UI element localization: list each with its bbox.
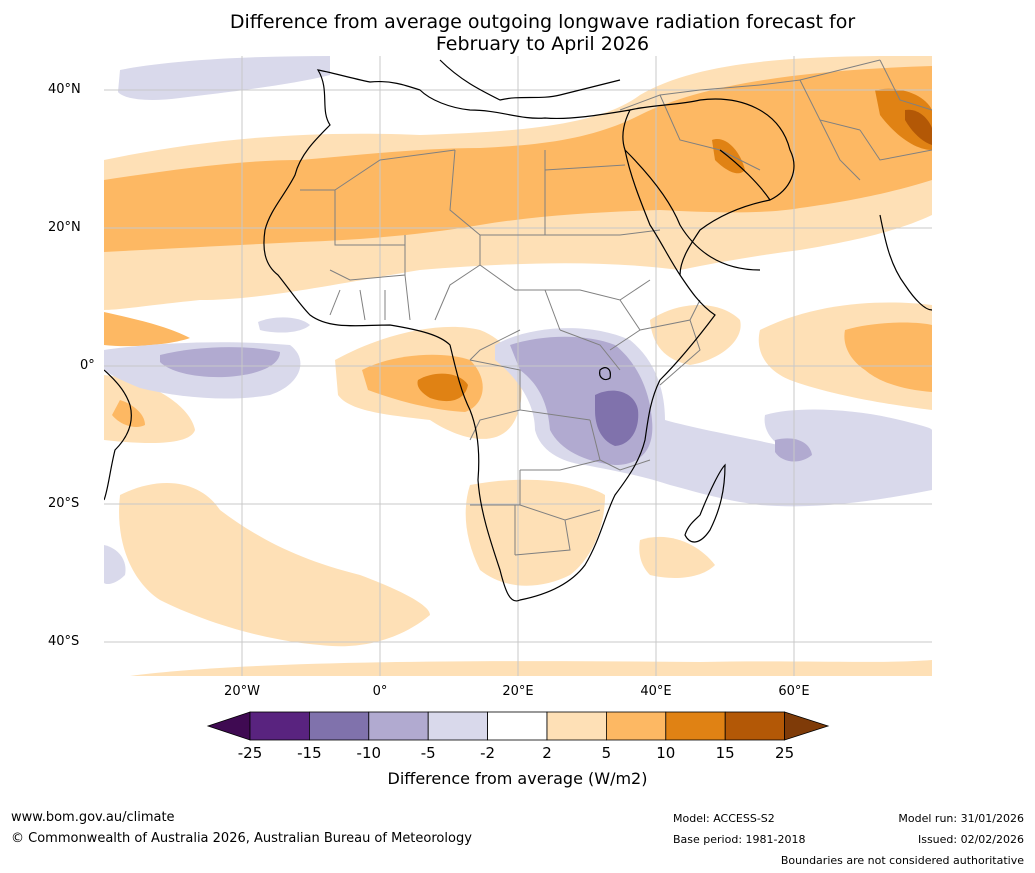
lat-label-40n: 40°N xyxy=(48,82,81,97)
anomaly-neg2-5-south-atlantic-west xyxy=(104,545,126,585)
anomaly-neg2-5-indian-ocean-east xyxy=(764,409,932,475)
anomaly-5-10-atlantic-west xyxy=(104,312,190,347)
lat-label-20s: 20°S xyxy=(48,496,80,511)
colorbar-swatch-1 xyxy=(249,711,310,741)
colorbar-swatch-9 xyxy=(724,711,786,741)
lat-label-20n: 20°N xyxy=(48,220,81,235)
colorbar-swatch-6 xyxy=(546,711,607,741)
lon-label-60e: 60°E xyxy=(778,684,810,699)
model-text: Model: ACCESS-S2 xyxy=(673,812,775,825)
colorbar-low-extend xyxy=(206,711,251,741)
colorbar-tick: -10 xyxy=(356,744,382,762)
anomaly-10-15-gulf-guinea xyxy=(417,373,468,402)
title-line-1: Difference from average outgoing longwav… xyxy=(229,11,856,33)
colorbar-label: Difference from average (W/m2) xyxy=(387,769,648,788)
model-run-text: Model run: 31/01/2026 xyxy=(898,812,1024,825)
anomaly-neg10-15-tanzania xyxy=(595,390,639,446)
copyright-text: © Commonwealth of Australia 2026, Austra… xyxy=(11,831,472,846)
colorbar-swatch-4 xyxy=(427,711,489,741)
website-link[interactable]: www.bom.gov.au/climate xyxy=(11,810,175,825)
anomaly-5-10-sw-atlantic xyxy=(112,400,145,427)
colorbar-swatch-8 xyxy=(665,711,726,741)
colorbar xyxy=(206,711,830,741)
anomaly-15-25-iran xyxy=(905,109,932,145)
lat-label-0: 0° xyxy=(80,358,95,373)
colorbar-swatch-2 xyxy=(308,711,370,741)
lon-label-20e: 20°E xyxy=(502,684,534,699)
anomaly-neg2-5-gulf-guinea-small xyxy=(258,317,310,333)
colorbar-swatch-5 xyxy=(487,711,548,741)
country-borders xyxy=(300,59,932,556)
title-line-2: February to April 2026 xyxy=(435,33,650,55)
colorbar-tick: 2 xyxy=(542,744,552,762)
colorbar-tick: 25 xyxy=(775,744,795,762)
colorbar-swatch-7 xyxy=(606,711,667,741)
colorbar-tick: -5 xyxy=(420,744,436,762)
anomaly-2-5-south-atlantic xyxy=(119,483,431,647)
colorbar-tick: -25 xyxy=(237,744,263,762)
colorbar-swatch-3 xyxy=(368,711,429,741)
anomaly-neg5-10-equatorial-atlantic xyxy=(160,347,280,378)
coastlines xyxy=(104,59,932,602)
colorbar-tick: -15 xyxy=(297,744,322,762)
colorbar-high-extend xyxy=(784,711,830,741)
base-period-text: Base period: 1981-2018 xyxy=(673,833,806,846)
colorbar-tick: 15 xyxy=(715,744,735,762)
lat-label-40s: 40°S xyxy=(48,634,80,649)
anomaly-5-10-indian-ocean xyxy=(844,322,932,392)
lon-label-40e: 40°E xyxy=(640,684,672,699)
anomaly-2-5-madagascar-region xyxy=(639,536,715,578)
issued-text: Issued: 02/02/2026 xyxy=(917,833,1024,846)
anomaly-2-5-atlantic-west xyxy=(104,375,195,443)
anomaly-2-5-south-edge xyxy=(130,660,932,676)
colorbar-tick: 10 xyxy=(656,744,676,762)
colorbar-tick: 5 xyxy=(601,744,612,762)
lon-label-0: 0° xyxy=(372,684,388,699)
anomaly-neg2-5-north-atlantic xyxy=(118,56,330,100)
map-area xyxy=(104,56,932,676)
disclaimer-text: Boundaries are not considered authoritat… xyxy=(780,854,1024,867)
graticule xyxy=(104,56,932,676)
lon-label-20w: 20°W xyxy=(224,684,260,699)
colorbar-tick: -2 xyxy=(480,744,496,762)
anomaly-2-5-southern-africa xyxy=(465,479,605,586)
